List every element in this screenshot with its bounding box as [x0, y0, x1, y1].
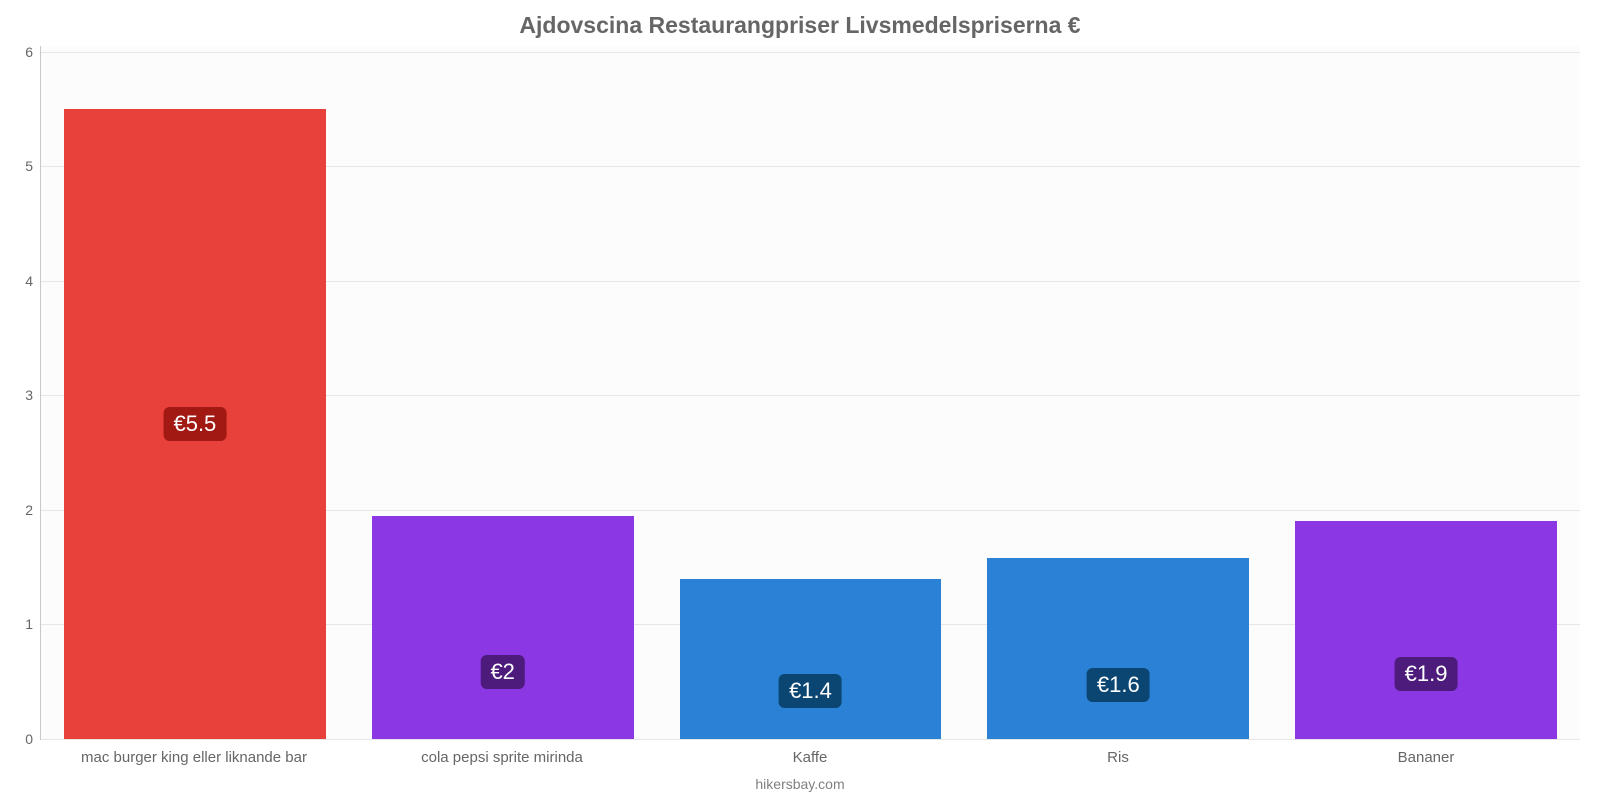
- bar-value-label: €2: [480, 655, 524, 689]
- bar-slot: €1.6: [964, 46, 1272, 739]
- bar-value-label: €1.6: [1087, 668, 1150, 702]
- footer-credit: hikersbay.com: [0, 776, 1600, 792]
- bar: €1.6: [987, 558, 1249, 739]
- y-tick-label: 3: [25, 387, 41, 403]
- bar-value-label: €5.5: [163, 407, 226, 441]
- x-axis-label: Kaffe: [656, 749, 964, 766]
- x-axis-label: Bananer: [1272, 749, 1580, 766]
- y-tick-label: 4: [25, 273, 41, 289]
- bar: €5.5: [64, 109, 326, 739]
- x-axis-labels: mac burger king eller liknande barcola p…: [40, 749, 1580, 766]
- bars-group: €5.5 €2 €1.4 €1.6 €1.9: [41, 46, 1580, 739]
- bar: €2: [372, 516, 634, 739]
- bar-slot: €2: [349, 46, 657, 739]
- bar: €1.9: [1295, 521, 1557, 739]
- y-tick-label: 0: [25, 731, 41, 747]
- y-tick-label: 6: [25, 44, 41, 60]
- bar-value-label: €1.9: [1395, 657, 1458, 691]
- bar-slot: €1.9: [1272, 46, 1580, 739]
- y-tick-label: 1: [25, 616, 41, 632]
- bar-slot: €1.4: [657, 46, 965, 739]
- plot-area: 0123456 €5.5€2€1.4€1.6€1.9: [40, 46, 1580, 740]
- gridline: [41, 739, 1580, 740]
- y-tick-label: 5: [25, 158, 41, 174]
- chart-container: Ajdovscina Restaurangpriser Livsmedelspr…: [0, 0, 1600, 800]
- x-axis-label: Ris: [964, 749, 1272, 766]
- bar-value-label: €1.4: [779, 674, 842, 708]
- y-tick-label: 2: [25, 502, 41, 518]
- chart-title: Ajdovscina Restaurangpriser Livsmedelspr…: [0, 12, 1600, 39]
- bar: €1.4: [680, 579, 942, 739]
- x-axis-label: cola pepsi sprite mirinda: [348, 749, 656, 766]
- bar-slot: €5.5: [41, 46, 349, 739]
- x-axis-label: mac burger king eller liknande bar: [40, 749, 348, 766]
